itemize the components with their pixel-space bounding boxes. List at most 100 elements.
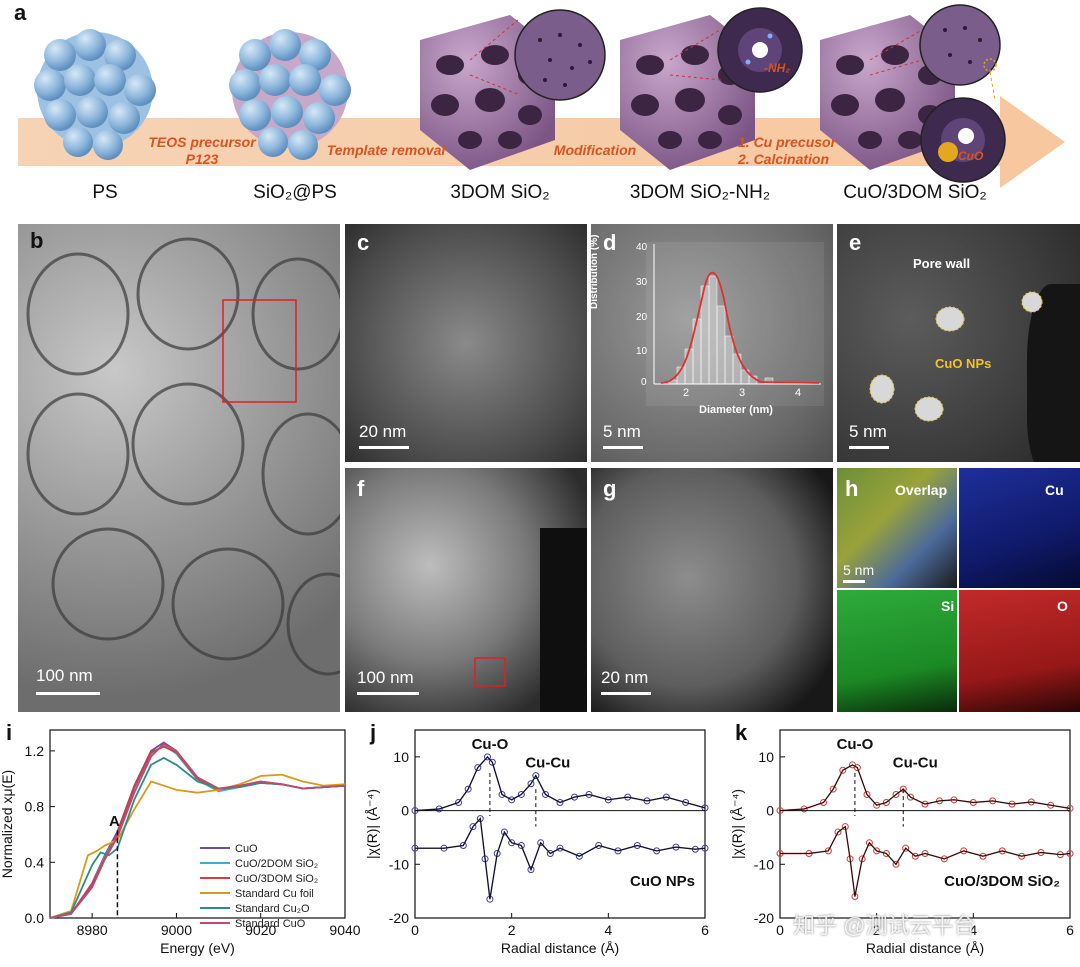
data-point [902, 844, 910, 852]
exafs-chart-cuo-nps: 0 2 4 6 -20 -10 0 10 Radial distance (Å) |χ(R)| (… [364, 729, 709, 956]
data-point [517, 841, 525, 849]
data-point [455, 799, 462, 807]
x-tick-label: 9000 [161, 922, 192, 938]
x-tick-label: 0 [776, 922, 784, 938]
data-point [892, 860, 900, 868]
inset-ytick-0: 0 [641, 377, 647, 388]
panel-label-k: k [735, 720, 748, 745]
x-tick-label: 4 [969, 922, 977, 938]
sample-label: CuO/3DOM SiO₂ [944, 873, 1060, 890]
data-point [474, 764, 482, 772]
stem-image-f: f 100 nm [345, 468, 587, 712]
y-axis-label: Normalized xμ(E) [0, 770, 15, 878]
x-axis-label: Radial distance (Å) [866, 940, 984, 956]
arrow-label-cu-precursor: 1. Cu precusor [738, 134, 837, 150]
panel-label-f: f [357, 476, 365, 501]
panel-label-h: h [845, 476, 859, 501]
label-pore-wall: Pore wall [913, 256, 971, 271]
data-point [517, 790, 525, 798]
data-point [960, 847, 968, 855]
exafs-chart-cuo-3dom: 0 2 4 6 -20 -10 0 10 Radial distance (Å) |χ(R)| (… [729, 729, 1074, 956]
eds-map-cu [959, 468, 1080, 588]
y-tick-label: 0 [401, 803, 409, 819]
y-tick-label: -20 [389, 910, 409, 926]
eds-map-overlap [837, 468, 957, 588]
data-point [500, 828, 508, 836]
inset-ytick-40: 40 [636, 242, 648, 253]
data-point [873, 847, 881, 855]
plot-frame [414, 729, 706, 919]
fit-line-0 [414, 756, 706, 812]
inset-ytick-10: 10 [636, 346, 648, 357]
y-tick-label: -10 [389, 856, 409, 872]
data-point [484, 753, 491, 761]
watermark: 知乎 @测试云平台 [793, 913, 976, 938]
tem-image-b: b 100 nm [18, 224, 340, 712]
scale-bar-g [601, 692, 651, 695]
x-axis-label: Radial distance (Å) [501, 940, 619, 956]
stem-image-g: g 20 nm [591, 468, 833, 712]
x-tick-label: 9040 [329, 922, 360, 938]
legend-label-3: Standard Cu foil [235, 888, 314, 900]
data-point [643, 797, 651, 805]
y-tick-label: 0.0 [25, 910, 45, 926]
data-point [527, 866, 535, 874]
data-point [882, 799, 890, 807]
scale-label-g: 20 nm [601, 668, 649, 687]
label-cu: Cu [1045, 482, 1064, 498]
data-point [469, 823, 477, 831]
inset-xtick-3: 3 [739, 387, 746, 399]
y-tick-label: -20 [754, 910, 774, 926]
data-point [829, 785, 837, 793]
data-point [546, 850, 554, 858]
data-point [614, 847, 622, 855]
label-si: Si [941, 598, 955, 614]
sio2-ps-cluster [229, 29, 351, 160]
scale-label-b: 100 nm [36, 666, 93, 685]
x-tick-label: 6 [1066, 922, 1074, 938]
data-point [882, 850, 890, 858]
data-point [853, 764, 861, 772]
eds-maps-h: h Overlap Cu Si O 5 nm [837, 468, 1080, 712]
data-point [542, 790, 549, 798]
panel-label-j: j [370, 720, 377, 745]
step-3dom-sio2: 3DOM SiO₂ [450, 182, 550, 203]
inset-ylabel: Distribution (%) [591, 234, 600, 309]
data-point [858, 855, 866, 863]
y-axis-label: |χ(R)| (Å⁻⁴) [364, 789, 380, 859]
data-point [532, 772, 540, 780]
scale-bar-e [849, 446, 889, 449]
stem-image-e: e Pore wall CuO NPs 5 nm [837, 224, 1080, 462]
peak-label-1: Cu-Cu [893, 755, 938, 772]
size-distribution-inset [646, 242, 824, 406]
y-tick-label: 10 [393, 749, 409, 765]
framework-cuo-3dom-sio2 [820, 4, 1006, 183]
schematic-figure [18, 4, 1065, 188]
x-tick-label: 8980 [77, 922, 108, 938]
data-point [940, 855, 948, 863]
series-line-3 [49, 773, 346, 919]
inset-label-nh2: -NH₂ [764, 61, 790, 75]
legend-label-1: CuO/2DOM SiO₂ [235, 858, 318, 870]
y-tick-label: 0 [766, 803, 774, 819]
tem-image-c: c 20 nm [345, 224, 587, 462]
x-tick-label: 2 [873, 922, 881, 938]
fit-line-1 [415, 817, 706, 900]
ps-cluster [34, 29, 156, 160]
scale-bar-b [36, 692, 100, 695]
data-point [682, 799, 690, 807]
panel-label-i: i [6, 720, 13, 745]
data-point [653, 847, 661, 855]
data-point [921, 800, 929, 808]
xanes-chart: 8980 9000 9020 9040 0.0 0.4 0.8 1.2 Energy (eV) N… [0, 729, 360, 956]
annotation-a: A [109, 813, 120, 830]
data-point [834, 828, 842, 836]
panel-label-e: e [849, 230, 862, 255]
step-ps: PS [92, 182, 118, 203]
label-o: O [1057, 598, 1068, 614]
legend-label-2: CuO/3DOM SiO₂ [235, 873, 318, 885]
data-point [820, 799, 827, 807]
arrow-label-modification: Modification [553, 142, 637, 158]
data-point [839, 766, 847, 774]
arrow-label-calcination: 2. Calcination [738, 151, 830, 167]
